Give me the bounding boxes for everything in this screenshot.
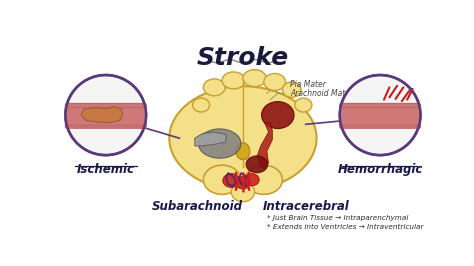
Ellipse shape: [169, 86, 317, 190]
Text: Subarachnoid: Subarachnoid: [152, 200, 243, 213]
Ellipse shape: [295, 98, 312, 112]
Text: Pia Mater: Pia Mater: [290, 80, 326, 89]
Ellipse shape: [243, 70, 266, 87]
FancyBboxPatch shape: [340, 103, 420, 128]
Ellipse shape: [262, 102, 294, 128]
Ellipse shape: [246, 156, 268, 173]
Ellipse shape: [264, 73, 285, 90]
Ellipse shape: [203, 165, 241, 194]
Ellipse shape: [245, 165, 283, 194]
Text: * Just Brain Tissue → Intraparenchymal: * Just Brain Tissue → Intraparenchymal: [267, 215, 408, 221]
Polygon shape: [195, 132, 226, 146]
Ellipse shape: [231, 182, 255, 202]
Ellipse shape: [222, 72, 245, 89]
Ellipse shape: [203, 79, 225, 96]
Circle shape: [340, 75, 420, 155]
Text: Arachnoid Mater: Arachnoid Mater: [290, 89, 353, 98]
FancyBboxPatch shape: [65, 103, 146, 128]
Ellipse shape: [236, 177, 250, 189]
Polygon shape: [81, 107, 123, 123]
Text: Hemorrhagic: Hemorrhagic: [337, 163, 423, 176]
Text: Stroke: Stroke: [197, 46, 289, 70]
Ellipse shape: [236, 143, 250, 160]
Text: Ischemic: Ischemic: [77, 163, 135, 176]
Ellipse shape: [223, 174, 240, 188]
Circle shape: [65, 75, 146, 155]
Text: * Extends into Ventricles → Intraventricular: * Extends into Ventricles → Intraventric…: [267, 225, 423, 230]
Ellipse shape: [192, 98, 210, 112]
Ellipse shape: [283, 82, 301, 97]
Polygon shape: [257, 123, 273, 169]
Text: Intracerebral: Intracerebral: [262, 200, 349, 213]
Ellipse shape: [244, 174, 259, 186]
Ellipse shape: [198, 129, 241, 158]
